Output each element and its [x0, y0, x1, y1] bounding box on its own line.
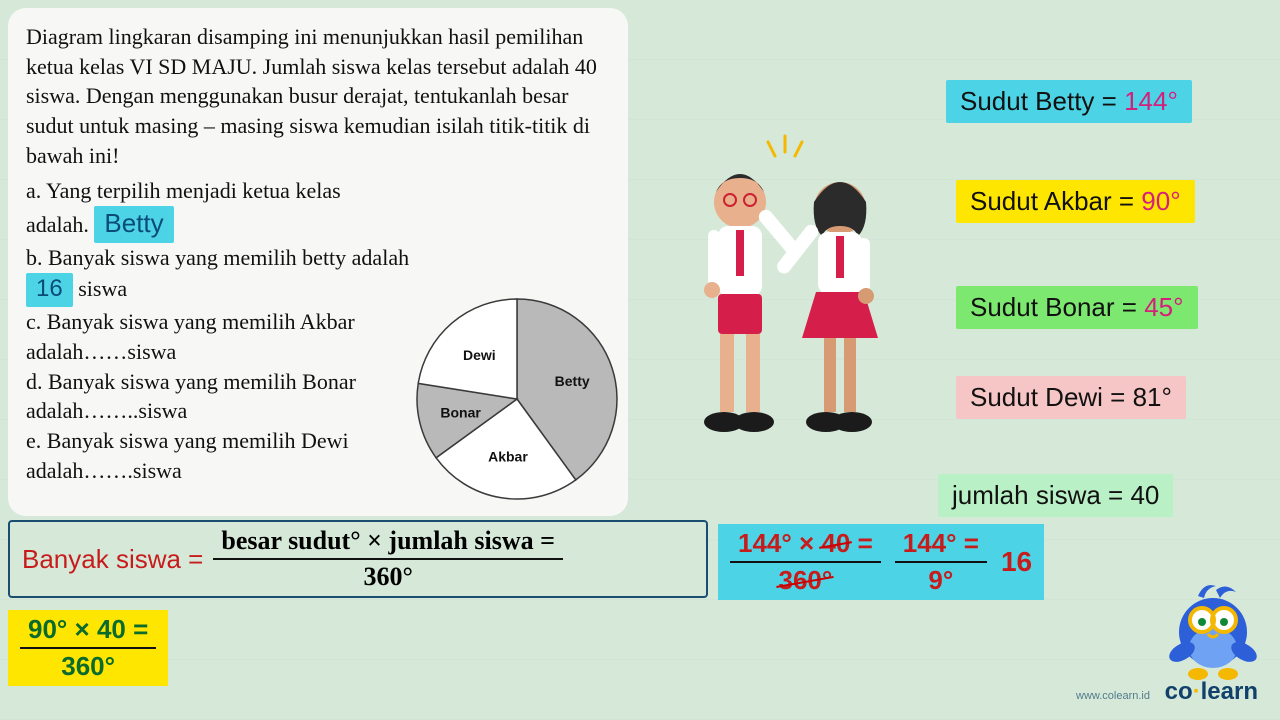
website-url: www.colearn.id	[1076, 690, 1150, 702]
angle-box-2: Sudut Bonar = 45°	[956, 286, 1198, 329]
students-illustration	[660, 130, 920, 460]
question-b-1: b. Banyak siswa yang memilih betty adala…	[26, 245, 409, 270]
calculation-result: 16	[1001, 546, 1032, 578]
angle-box-3: Sudut Dewi = 81°	[956, 376, 1186, 419]
question-a-2: adalah.	[26, 212, 89, 237]
calculation-akbar: 90° × 40 = 360°	[8, 610, 168, 686]
svg-text:Dewi: Dewi	[463, 347, 496, 363]
problem-card: Diagram lingkaran disamping ini menunjuk…	[8, 8, 628, 516]
question-a-1: a. Yang terpilih menjadi ketua kelas	[26, 178, 341, 203]
angle-box-1: Sudut Akbar = 90°	[956, 180, 1195, 223]
problem-statement: Diagram lingkaran disamping ini menunjuk…	[26, 22, 610, 170]
pie-chart: Betty Akbar Bonar Dewi	[412, 294, 622, 504]
calculation-betty: 144° × 40 = 360° 144° = 9° 16	[718, 524, 1044, 600]
svg-text:Akbar: Akbar	[488, 448, 528, 464]
svg-text:Bonar: Bonar	[440, 405, 481, 421]
question-b-2: siswa	[78, 276, 127, 301]
question-e: e. Banyak siswa yang memilih Dewi adalah…	[26, 428, 349, 483]
question-d: d. Banyak siswa yang memilih Bonar adala…	[26, 369, 356, 424]
angle-box-4: jumlah siswa = 40	[938, 474, 1173, 517]
formula-fraction: besar sudut° × jumlah siswa = 360°	[213, 526, 563, 592]
svg-text:Betty: Betty	[555, 373, 590, 389]
question-c: c. Banyak siswa yang memilih Akbar adala…	[26, 309, 355, 364]
formula-label: Banyak siswa =	[22, 544, 203, 575]
formula-box: Banyak siswa = besar sudut° × jumlah sis…	[8, 520, 708, 598]
answer-a: Betty	[94, 206, 173, 243]
mascot-icon	[1158, 574, 1268, 684]
angle-box-0: Sudut Betty = 144°	[946, 80, 1192, 123]
answer-b: 16	[26, 273, 73, 307]
brand-logo: co·learn	[1165, 678, 1258, 706]
